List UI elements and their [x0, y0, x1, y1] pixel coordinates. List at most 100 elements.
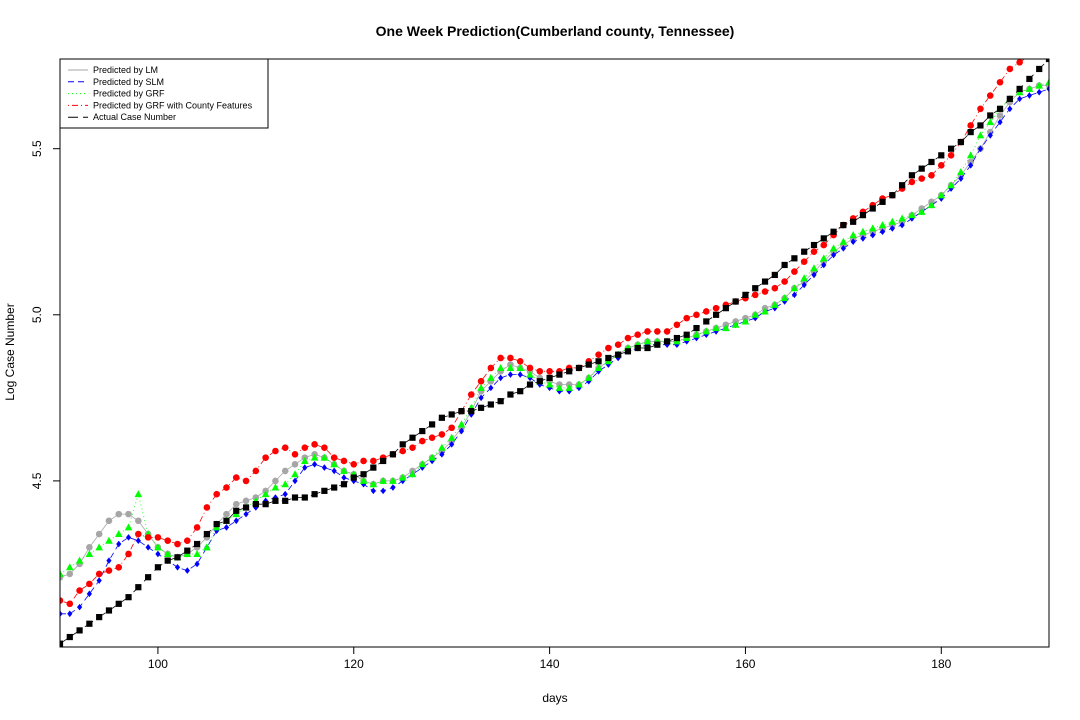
data-point [193, 524, 201, 531]
data-point [908, 178, 916, 186]
data-point [389, 451, 397, 458]
data-point [967, 122, 974, 129]
data-point [967, 128, 974, 136]
data-point [516, 363, 525, 371]
y-tick-label: 5.5 [30, 140, 44, 157]
data-point [801, 281, 807, 289]
data-point [918, 175, 926, 182]
data-point [526, 364, 534, 372]
data-point [164, 557, 171, 564]
data-point [86, 590, 92, 598]
data-point [507, 371, 514, 378]
data-point [712, 311, 720, 318]
data-point [594, 363, 603, 371]
data-point [878, 221, 887, 229]
data-point [947, 181, 955, 189]
data-point [105, 536, 113, 544]
data-point [86, 544, 93, 551]
data-point [145, 574, 152, 581]
data-point [624, 348, 632, 355]
data-point [683, 331, 690, 338]
data-point [790, 284, 799, 292]
data-point [370, 487, 376, 495]
data-point [664, 338, 671, 345]
data-point [987, 132, 993, 139]
data-point [331, 484, 338, 491]
data-point [605, 354, 612, 362]
data-point [800, 258, 808, 265]
data-point [928, 171, 935, 179]
data-point [145, 544, 151, 551]
data-point [242, 477, 250, 485]
plot-area [60, 46, 1053, 647]
data-point [663, 328, 671, 335]
data-point [546, 374, 553, 382]
data-point [60, 610, 63, 618]
data-point [468, 408, 475, 415]
data-point [380, 457, 387, 465]
data-point [272, 494, 279, 501]
data-point [1006, 95, 1013, 102]
data-point [154, 564, 162, 571]
data-point [242, 504, 250, 511]
data-point [868, 224, 877, 232]
data-point [330, 460, 338, 468]
data-point [261, 490, 270, 498]
data-point [712, 304, 720, 312]
data-point [937, 191, 946, 199]
data-point [741, 317, 750, 325]
data-point [947, 145, 955, 152]
data-point [291, 451, 299, 458]
data-point [731, 320, 740, 328]
data-point [654, 341, 661, 348]
data-point [977, 105, 984, 113]
data-point [850, 218, 857, 225]
data-point [850, 238, 856, 246]
data-point [369, 480, 378, 488]
data-point [301, 494, 308, 501]
data-point [811, 271, 817, 279]
data-point [262, 454, 269, 461]
data-point [233, 517, 239, 525]
series-line [60, 59, 1026, 605]
data-point [810, 241, 818, 249]
data-point [829, 244, 838, 252]
data-point [584, 373, 593, 381]
data-point [359, 476, 368, 484]
data-point [125, 594, 132, 601]
data-point [477, 404, 485, 411]
data-point [997, 118, 1003, 126]
data-point [644, 328, 651, 335]
data-point [115, 600, 122, 607]
data-point [301, 444, 309, 451]
data-point [546, 367, 553, 375]
data-point [116, 540, 122, 548]
data-point [575, 364, 583, 372]
data-point [1036, 88, 1042, 96]
data-point [839, 237, 848, 245]
data-point [1017, 95, 1023, 103]
data-point [281, 467, 289, 475]
data-point [703, 318, 710, 325]
data-point [272, 477, 279, 485]
data-point [507, 354, 514, 362]
data-point [193, 549, 201, 557]
data-point [1046, 46, 1053, 53]
data-point [899, 182, 906, 189]
data-point [957, 138, 964, 146]
data-point [457, 420, 466, 428]
data-point [643, 337, 652, 345]
data-point [370, 457, 377, 465]
data-point [380, 487, 386, 495]
data-point [419, 437, 426, 445]
data-point [321, 487, 328, 494]
data-point [193, 540, 201, 548]
data-point [791, 255, 798, 262]
data-point [585, 361, 592, 368]
data-point [487, 401, 494, 408]
data-point [428, 453, 436, 461]
data-point [536, 378, 543, 385]
data-point [869, 205, 876, 212]
data-point [135, 530, 142, 538]
data-point [447, 433, 456, 441]
